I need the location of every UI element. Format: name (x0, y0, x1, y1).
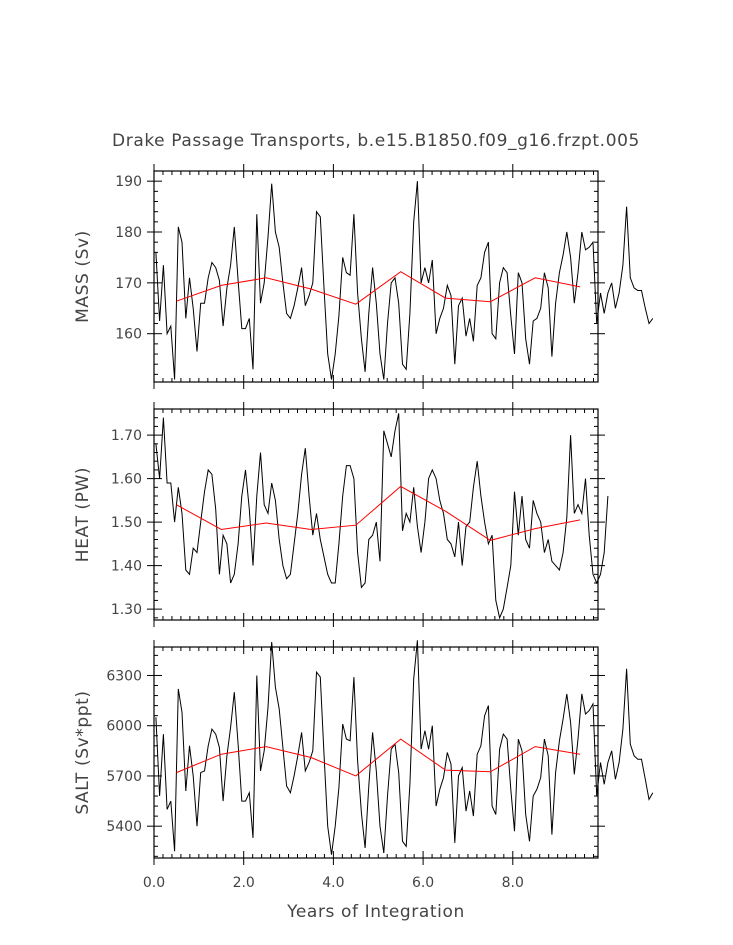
mass-y-axis-label: MASS (Sv) (73, 230, 93, 323)
heat-panel: 1.30 1.40 1.50 1.60 1.70 HEAT (PW) (73, 402, 609, 627)
heat-y-tick-label: 1.70 (111, 428, 142, 444)
panels-group: 160 170 180 190 MASS (Sv) 1.30 1.40 1.50 1.60 1.7… (73, 164, 654, 891)
x-tick-label: 2.0 (233, 875, 255, 891)
salt-y-tick-label: 6000 (106, 719, 142, 735)
chart-title: Drake Passage Transports, b.e15.B1850.f0… (112, 131, 640, 151)
mass-panel: 160 170 180 190 MASS (Sv) (73, 164, 654, 389)
heat-y-tick-label: 1.40 (111, 559, 142, 575)
salt-annual-mean-series-line (176, 738, 581, 777)
salt-plot-frame (153, 646, 599, 859)
mass-plot-frame (153, 170, 599, 383)
salt-y-tick-label: 6300 (106, 668, 142, 684)
heat-annual-mean-series-line (176, 485, 581, 541)
salt-panel: 5400 5700 6000 6300 SALT (Sv*ppt) (73, 640, 654, 865)
x-tick-label: 8.0 (502, 875, 524, 891)
x-tick-label: 0.0 (143, 875, 165, 891)
mass-y-tick-label: 190 (115, 174, 142, 190)
x-tick-label: 6.0 (412, 875, 434, 891)
mass-annual-mean-series-line (176, 271, 581, 305)
salt-monthly-series-line (155, 640, 654, 855)
mass-y-tick-label: 160 (115, 327, 142, 343)
heat-y-tick-label: 1.60 (111, 472, 142, 488)
mass-y-tick-label: 170 (115, 276, 142, 292)
heat-plot-frame (153, 408, 599, 621)
salt-y-axis-label: SALT (Sv*ppt) (73, 690, 93, 814)
mass-monthly-series-line (155, 181, 654, 380)
mass-y-tick-label: 180 (115, 225, 142, 241)
salt-y-tick-label: 5400 (106, 819, 142, 835)
heat-monthly-series-line (155, 413, 609, 620)
heat-y-tick-label: 1.50 (111, 515, 142, 531)
heat-y-axis-label: HEAT (PW) (73, 467, 93, 562)
heat-y-tick-label: 1.30 (111, 602, 142, 618)
salt-y-tick-label: 5700 (106, 769, 142, 785)
x-axis-label: Years of Integration (286, 902, 465, 922)
x-tick-label: 4.0 (322, 875, 344, 891)
